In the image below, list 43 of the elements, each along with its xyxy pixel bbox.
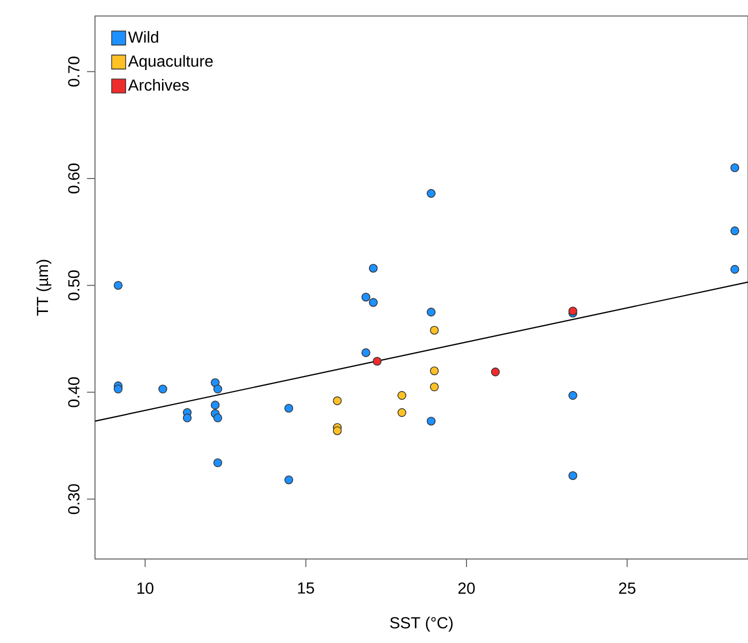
point <box>398 391 406 400</box>
point <box>284 404 294 413</box>
point <box>182 413 192 422</box>
point <box>430 382 439 392</box>
point <box>368 264 378 273</box>
y-axis-title: TT (µm) <box>36 260 52 316</box>
point <box>568 306 578 316</box>
point <box>491 368 500 376</box>
legend-label: Wild <box>128 31 158 43</box>
point <box>332 396 342 406</box>
point <box>426 308 436 316</box>
point <box>213 413 222 422</box>
point <box>398 408 406 417</box>
point <box>568 391 578 400</box>
y-tick-label: 0.50 <box>68 270 80 300</box>
point <box>426 189 436 198</box>
x-tick-label: 10 <box>137 582 154 594</box>
x-tick-label: 20 <box>458 582 475 594</box>
point <box>213 384 222 394</box>
point <box>362 348 370 358</box>
point <box>362 292 370 302</box>
point <box>368 298 378 307</box>
point <box>284 475 294 484</box>
x-axis-title: SST (°C) <box>390 616 453 632</box>
point <box>332 426 342 436</box>
point <box>426 416 436 426</box>
point <box>210 400 220 410</box>
x-tick-label: 25 <box>619 582 636 594</box>
legend-label: Aquaculture <box>128 55 213 70</box>
point <box>213 458 222 468</box>
point <box>372 356 382 366</box>
y-tick-label: 0.60 <box>68 164 80 194</box>
y-tick-label: 0.30 <box>68 484 80 514</box>
x-tick-label: 15 <box>298 582 314 594</box>
point <box>158 384 168 394</box>
legend-label: Archives <box>128 79 189 91</box>
y-tick-label: 0.40 <box>68 377 80 408</box>
point <box>114 384 123 394</box>
point <box>568 471 578 480</box>
y-tick-label: 0.70 <box>68 56 80 87</box>
point <box>114 280 123 290</box>
point <box>430 366 439 376</box>
point <box>430 326 439 335</box>
